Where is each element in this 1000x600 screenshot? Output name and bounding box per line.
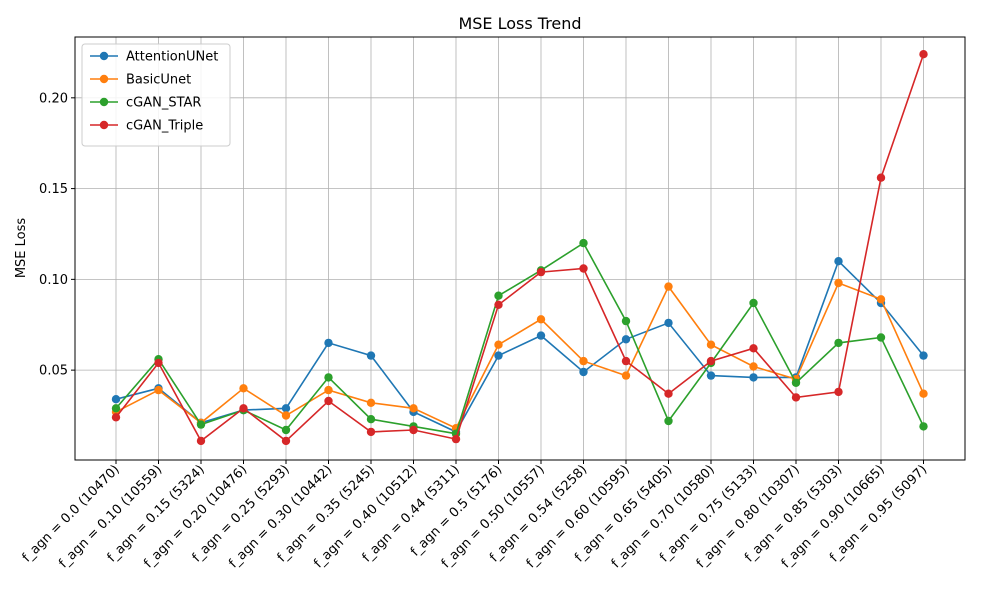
data-point-attentionunet [494,351,503,360]
data-point-cgan-triple [366,427,376,437]
data-point-cgan-star [749,298,758,308]
data-point-cgan-triple [791,393,801,402]
data-point-cgan-triple [876,173,886,182]
data-point-cgan-star [919,422,928,431]
data-point-cgan-triple [919,50,928,59]
legend-marker-basicunet [99,74,109,84]
y-tick-label: 0.05 [39,364,68,379]
data-point-cgan-star [579,238,588,248]
legend-label-attentionunet: AttentionUNet [126,50,218,65]
data-point-basicunet [621,371,631,380]
data-point-cgan-star [876,333,886,342]
data-point-cgan-triple [281,436,291,446]
data-point-attentionunet [324,338,333,348]
data-point-attentionunet [621,335,631,344]
data-point-cgan-triple [154,358,163,368]
data-point-attentionunet [919,351,928,360]
data-point-cgan-star [664,416,673,426]
data-point-attentionunet [749,373,758,382]
data-point-cgan-star [834,338,843,348]
data-point-cgan-star [791,378,801,387]
data-point-cgan-triple [706,356,716,366]
data-point-basicunet [239,384,248,393]
data-point-cgan-star [494,291,503,300]
data-point-cgan-star [281,425,291,435]
legend-marker-cgan-star [99,97,109,107]
data-point-attentionunet [111,395,121,404]
y-tick-label: 0.15 [39,182,68,197]
data-point-basicunet [324,385,333,395]
data-point-cgan-triple [834,387,843,397]
data-point-basicunet [749,362,758,371]
data-point-attentionunet [536,331,546,340]
data-point-cgan-star [111,404,121,413]
data-point-cgan-triple [494,300,503,309]
data-point-basicunet [494,340,503,349]
legend-label-cgan-star: cGAN_STAR [126,96,201,111]
legend-marker-cgan-triple [99,120,109,130]
y-tick-label: 0.20 [39,91,68,106]
data-point-basicunet [366,398,376,407]
y-axis-label: MSE Loss [14,218,29,279]
legend-box [81,43,231,147]
legend-marker-attentionunet [99,51,109,61]
data-point-cgan-star [621,316,631,326]
data-point-basicunet [664,282,673,291]
data-point-basicunet [706,340,716,349]
data-point-attentionunet [579,367,588,377]
data-point-basicunet [876,295,886,304]
data-point-basicunet [919,389,928,398]
legend-label-cgan-triple: cGAN_Triple [126,119,203,134]
data-point-basicunet [154,385,163,395]
legend: AttentionUNet BasicUnet cGAN_STAR cGAN_Trip… [81,43,231,147]
legend-label-basicunet: BasicUnet [126,73,191,88]
series-layer [111,50,928,446]
data-point-cgan-star [324,373,333,382]
data-point-basicunet [834,278,843,288]
data-point-cgan-triple [664,389,673,398]
y-tick-label: 0.10 [39,273,68,288]
data-point-attentionunet [834,257,843,266]
data-point-cgan-triple [111,413,121,422]
data-point-attentionunet [664,318,673,328]
data-point-attentionunet [706,371,716,380]
y-axis: 0.05 0.10 0.15 0.20 [39,91,75,379]
data-point-cgan-triple [451,434,461,444]
data-point-basicunet [409,404,418,413]
data-point-cgan-star [366,415,376,424]
data-point-cgan-triple [579,264,588,273]
plot-frame [74,36,966,461]
data-point-cgan-triple [324,396,333,406]
series-line-cgan-triple [115,53,925,443]
data-point-cgan-triple [536,267,546,277]
data-point-basicunet [579,356,588,366]
data-point-cgan-triple [749,344,758,353]
data-point-cgan-triple [196,436,206,446]
data-point-attentionunet [281,404,291,413]
series-line-basicunet [115,281,925,430]
data-point-basicunet [281,411,291,420]
data-point-attentionunet [366,351,376,360]
data-point-basicunet [536,315,546,324]
data-point-cgan-triple [239,404,248,413]
data-point-cgan-triple [409,425,418,435]
data-point-cgan-star [196,420,206,429]
data-point-cgan-triple [621,356,631,366]
chart-title: MSE Loss Trend [458,14,581,33]
